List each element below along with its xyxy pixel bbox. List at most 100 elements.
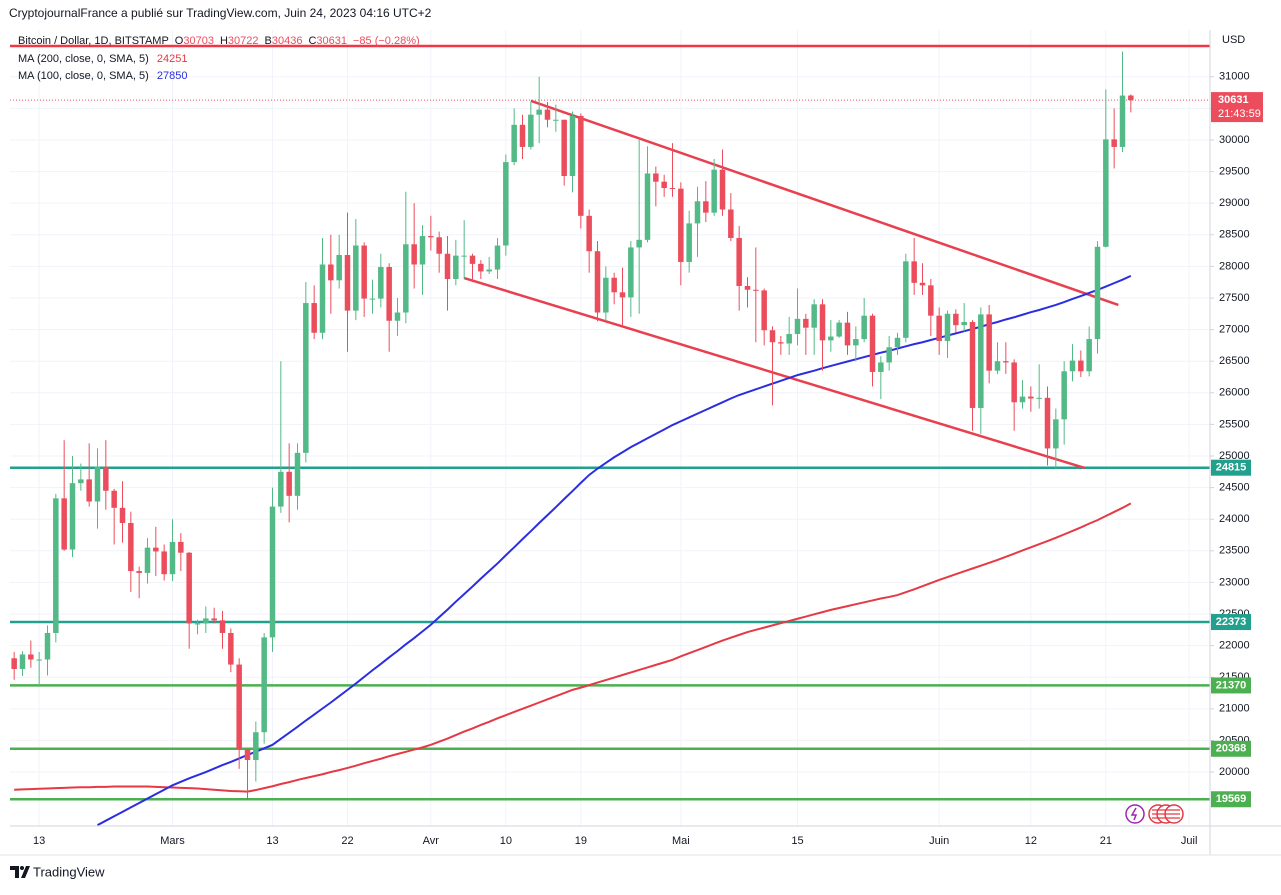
x-tick-label: Avr [423, 835, 440, 847]
candle-body [636, 239, 642, 248]
last-price-label: 30631 [1218, 94, 1249, 106]
y-tick-label: 26000 [1219, 387, 1250, 399]
level-badge [1211, 791, 1251, 808]
ohlc-key: B [265, 35, 272, 47]
x-tick-label: Mai [672, 835, 690, 847]
x-tick-label: 19 [575, 835, 587, 847]
candle-body [553, 119, 559, 121]
candle-body [269, 506, 276, 638]
candle-body [769, 330, 776, 343]
candle-body [336, 255, 342, 281]
y-tick-label: 20000 [1219, 766, 1250, 778]
candle-body [919, 282, 926, 286]
y-tick-label: 28000 [1219, 260, 1250, 272]
ohlc-key: O [175, 35, 184, 47]
candle-body [869, 315, 876, 372]
candle-body [728, 209, 734, 238]
candle-body [511, 124, 517, 163]
x-tick-label: 13 [33, 835, 45, 847]
candle-body [119, 507, 126, 523]
candle-body [86, 479, 92, 502]
ma-line [97, 274, 1132, 826]
candle-body [169, 541, 176, 575]
candle-body [819, 304, 826, 341]
ohlc-key: C [308, 35, 316, 47]
candle-body [719, 169, 726, 210]
trendline [530, 99, 1119, 307]
candle-body [61, 498, 67, 550]
candle-body [461, 255, 467, 257]
candle-body [403, 244, 409, 313]
candle-body [1053, 419, 1059, 449]
candle-body [203, 618, 209, 624]
change: −85 (−0.28%) [353, 35, 420, 47]
x-tick-label: Mars [160, 835, 185, 847]
x-tick-label: 15 [791, 835, 803, 847]
candle-body [378, 267, 384, 299]
y-tick-label: 23500 [1219, 545, 1250, 557]
candle-body [361, 245, 367, 299]
candle-body [161, 551, 167, 575]
candle-body [653, 173, 659, 182]
candle-body [578, 115, 584, 216]
x-tick-label: 13 [266, 835, 278, 847]
y-tick-label: 21000 [1219, 703, 1250, 715]
y-tick-label: 24500 [1219, 482, 1250, 494]
candle-body [986, 314, 992, 371]
candle-body [1011, 362, 1017, 403]
ma-name: MA (200, close, 0, SMA, 5) [18, 53, 149, 65]
symbol-legend: Bitcoin / Dollar, 1D, BITSTAMP O30703 H307… [18, 35, 420, 47]
candle-body [736, 237, 742, 286]
y-tick-label: 25000 [1219, 450, 1250, 462]
logo-shape [21, 866, 30, 878]
candle-body [961, 322, 967, 326]
candle-body [1094, 246, 1101, 340]
candle-body [494, 245, 501, 270]
candle-body [436, 237, 442, 254]
candle-body [944, 313, 951, 341]
candle-body [394, 312, 401, 321]
candle-body [528, 114, 534, 147]
candle-body [94, 466, 101, 502]
candle-body [1036, 397, 1042, 399]
candle-body [103, 466, 109, 491]
candle-body [703, 201, 709, 213]
grid [10, 30, 1210, 826]
candle-body [319, 264, 326, 333]
y-tick-label: 29000 [1219, 197, 1250, 209]
brand: TradingView [33, 864, 105, 879]
level-badge-label: 22373 [1216, 616, 1247, 628]
ma-value: 24251 [157, 53, 188, 65]
logo-shape [10, 866, 19, 878]
y-tick-label: 22000 [1219, 640, 1250, 652]
candle-body [328, 264, 334, 281]
legend: Bitcoin / Dollar, 1D, BITSTAMP O30703 H307… [18, 35, 420, 82]
plot-area [10, 44, 1210, 826]
level-badge [1211, 740, 1251, 757]
candle-body [594, 251, 601, 313]
y-tick-label: 28500 [1219, 229, 1250, 241]
trendline [463, 276, 1086, 470]
candle-body [794, 318, 801, 335]
candle-body [1086, 339, 1092, 372]
x-tick-label: 22 [341, 835, 353, 847]
candle-body [369, 298, 376, 300]
candle-body [686, 223, 692, 262]
candle-body [153, 547, 159, 552]
candle-body [286, 471, 292, 496]
candle-body [78, 479, 84, 484]
countdown: 21:43:59 [1218, 108, 1261, 120]
candle-body [786, 334, 792, 344]
candle-body [669, 188, 676, 190]
candle-body [53, 498, 59, 633]
candle-body [903, 261, 909, 338]
candle-body [128, 522, 134, 572]
icon [1125, 804, 1145, 824]
candle-body [1069, 360, 1076, 372]
y-tick-label: 27000 [1219, 323, 1250, 335]
candle-body [694, 201, 701, 224]
candle-body [28, 654, 34, 660]
candle-body [1103, 139, 1109, 247]
